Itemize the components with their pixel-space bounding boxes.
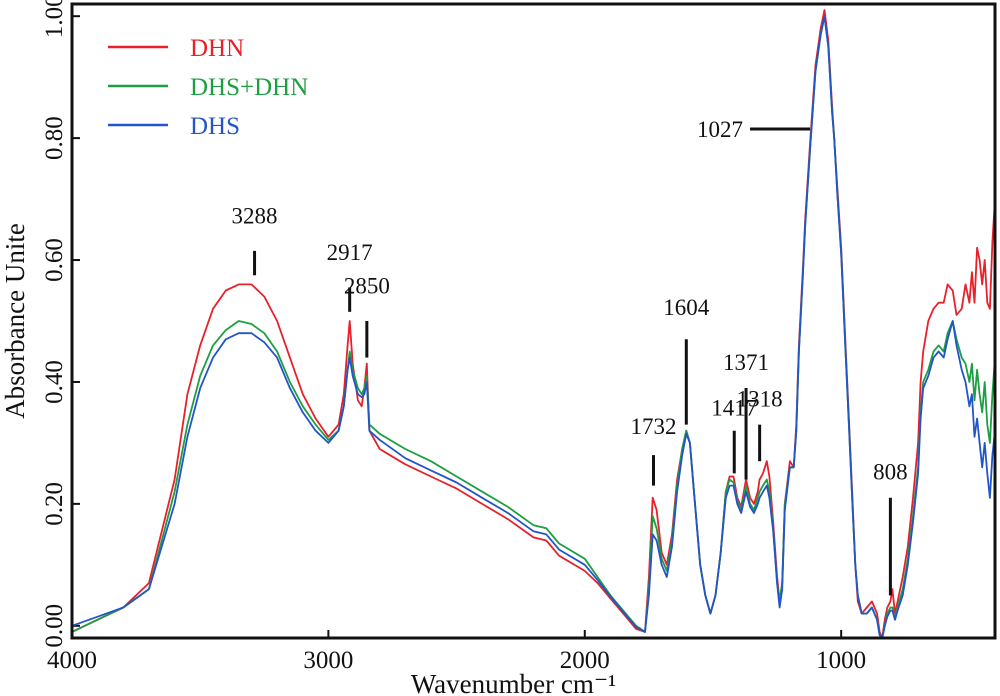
y-tick-label: 0.40 [41, 360, 68, 404]
x-axis-ticks: 4000 3000 2000 1000 [47, 630, 866, 674]
peak-label: 2850 [344, 274, 390, 299]
y-tick-label: 0.80 [41, 116, 68, 160]
legend-label: DHS+DHN [190, 74, 308, 101]
y-tick-label: 0.60 [41, 238, 68, 282]
peak-label: 1417 [711, 395, 757, 420]
y-tick-label: 0.20 [41, 482, 68, 526]
legend: DHN DHS+DHN DHS [108, 35, 308, 140]
peak-label: 2917 [327, 240, 373, 265]
x-tick-label: 3000 [303, 647, 353, 674]
x-tick-label: 1000 [816, 647, 866, 674]
legend-label: DHS [190, 113, 240, 140]
y-axis-title: Absorbance Unite [0, 223, 30, 419]
peak-annotations: 3288 2917 2850 1732 1604 1417 1371 1318 1027 808 [232, 117, 908, 596]
plot-frame [70, 2, 997, 640]
peak-label: 1027 [697, 117, 743, 142]
legend-label: DHN [190, 35, 244, 62]
y-tick-label: 0.00 [41, 604, 68, 648]
series-line-dhs-dhn [71, 15, 996, 639]
peak-label: 3288 [232, 203, 278, 228]
series-line-dhs [71, 15, 996, 639]
peak-label: 1604 [663, 295, 710, 320]
x-axis-title: Wavenumber cm⁻¹ [411, 669, 616, 696]
peak-label: 808 [873, 460, 908, 485]
x-tick-label: 2000 [560, 647, 610, 674]
peak-label: 1371 [723, 350, 769, 375]
spectrum-lines [71, 9, 996, 639]
y-axis-ticks: 0.00 0.20 0.40 0.60 0.80 1.00 [41, 0, 80, 648]
peak-label: 1732 [630, 414, 676, 439]
series-line-dhn [71, 9, 996, 639]
x-tick-label: 4000 [47, 647, 97, 674]
y-tick-label: 1.00 [41, 0, 68, 38]
peak-label: 1318 [737, 386, 783, 411]
